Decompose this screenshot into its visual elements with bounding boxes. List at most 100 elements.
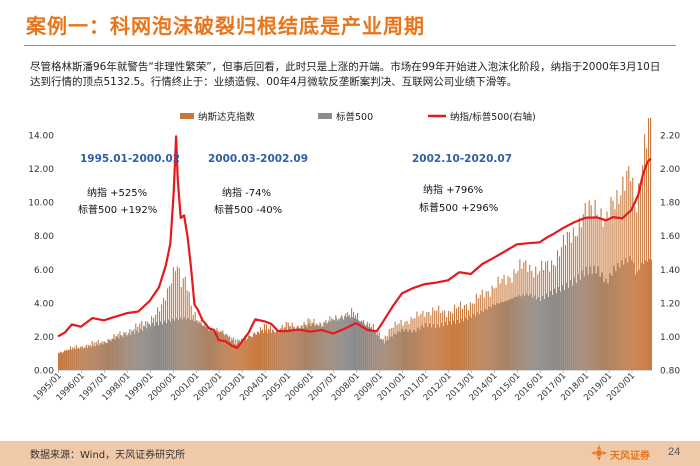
sp500-bar bbox=[534, 295, 536, 370]
sp500-bar bbox=[443, 326, 445, 370]
sp500-bar bbox=[587, 274, 589, 370]
nasdaq-bar bbox=[157, 307, 159, 370]
sp500-bar bbox=[635, 274, 637, 370]
sp500-bar bbox=[373, 331, 375, 370]
nasdaq-bar bbox=[188, 291, 190, 370]
sp500-bar bbox=[365, 324, 367, 370]
nasdaq-bar bbox=[83, 347, 85, 370]
nasdaq-bar bbox=[194, 311, 196, 370]
nasdaq-bar bbox=[339, 318, 341, 370]
page-title: 案例一：科网泡沫破裂归根结底是产业周期 bbox=[26, 14, 425, 38]
sp500-bar bbox=[591, 273, 593, 370]
nasdaq-bar bbox=[337, 320, 339, 370]
nasdaq-bar bbox=[570, 242, 572, 370]
nasdaq-bar bbox=[151, 316, 153, 370]
y-right-tick-label: 2.00 bbox=[660, 165, 680, 175]
sp500-bar bbox=[637, 271, 639, 370]
y-right-tick-label: 1.20 bbox=[660, 299, 680, 309]
nasdaq-bar bbox=[301, 325, 303, 370]
sp500-bar bbox=[585, 266, 587, 370]
sp500-bar bbox=[159, 321, 161, 370]
sp500-bar bbox=[201, 325, 203, 370]
sp500-bar bbox=[195, 320, 197, 370]
y-right-tick-label: 1.80 bbox=[660, 199, 680, 209]
nasdaq-bar bbox=[166, 288, 168, 370]
nasdaq-bar bbox=[531, 270, 533, 370]
sp500-bar bbox=[148, 323, 150, 370]
nasdaq-bar bbox=[202, 325, 204, 370]
nasdaq-bar bbox=[238, 341, 240, 370]
nasdaq-bar bbox=[620, 195, 622, 370]
sp500-bar bbox=[357, 320, 359, 370]
sp500-bar bbox=[565, 282, 567, 370]
nasdaq-bar bbox=[473, 303, 475, 370]
sp500-bar bbox=[304, 324, 306, 370]
nasdaq-bar bbox=[242, 339, 244, 370]
sp500-bar bbox=[601, 272, 603, 370]
sp500-bar bbox=[468, 315, 470, 370]
nasdaq-bar bbox=[111, 338, 113, 370]
sp500-bar bbox=[272, 329, 274, 370]
logo-text: 天风证券 bbox=[610, 451, 650, 462]
nasdaq-bar bbox=[430, 315, 432, 370]
sp500-bar bbox=[516, 296, 518, 370]
nasdaq-bar bbox=[481, 289, 483, 370]
sp500-bar bbox=[296, 326, 298, 370]
nasdaq-bar bbox=[440, 312, 442, 370]
sp500-bar bbox=[579, 279, 581, 370]
nasdaq-bar bbox=[119, 331, 121, 370]
nasdaq-bar bbox=[99, 343, 101, 370]
nasdaq-bar bbox=[236, 344, 238, 370]
sp500-bar bbox=[625, 258, 627, 370]
nasdaq-bar bbox=[343, 319, 345, 370]
legend-swatch bbox=[180, 113, 194, 119]
nasdaq-bar bbox=[345, 313, 347, 370]
sp500-bar bbox=[86, 347, 88, 370]
nasdaq-bar bbox=[143, 325, 145, 370]
nasdaq-bar bbox=[59, 351, 62, 370]
sp500-bar bbox=[189, 320, 191, 370]
nasdaq-bar bbox=[139, 323, 141, 370]
nasdaq-bar bbox=[553, 264, 555, 370]
nasdaq-bar bbox=[279, 328, 281, 370]
nasdaq-bar bbox=[446, 316, 448, 370]
sp500-bar bbox=[571, 285, 573, 370]
sp500-bar bbox=[336, 317, 338, 370]
sp500-bar bbox=[225, 333, 227, 370]
nasdaq-bar bbox=[511, 282, 513, 370]
nasdaq-bar bbox=[117, 333, 119, 370]
sp500-bar bbox=[169, 321, 171, 370]
nasdaq-bar bbox=[87, 344, 89, 370]
nasdaq-bar bbox=[240, 342, 242, 370]
sp500-bar bbox=[330, 322, 332, 370]
nasdaq-bar bbox=[244, 337, 246, 370]
sp500-bar bbox=[619, 267, 621, 370]
y-left-tick-label: 8.00 bbox=[34, 232, 54, 242]
nasdaq-bar bbox=[192, 314, 194, 370]
nasdaq-bar bbox=[133, 329, 135, 370]
nasdaq-bar bbox=[483, 297, 485, 370]
nasdaq-bar bbox=[543, 269, 545, 370]
sp500-bar bbox=[607, 283, 609, 370]
nasdaq-bar bbox=[81, 345, 83, 370]
sp500-bar bbox=[623, 264, 625, 370]
sp500-bar bbox=[241, 338, 243, 370]
nasdaq-bar bbox=[214, 331, 216, 370]
sp500-bar bbox=[88, 346, 90, 370]
nasdaq-bar bbox=[347, 312, 349, 370]
sp500-bar bbox=[209, 328, 211, 370]
sp500-bar bbox=[387, 339, 389, 370]
sp500-bar bbox=[508, 299, 510, 370]
sp500-bar bbox=[393, 333, 395, 370]
sp500-bar bbox=[227, 335, 229, 370]
sp500-bar bbox=[255, 334, 256, 370]
nasdaq-bar bbox=[424, 316, 426, 370]
sp500-bar bbox=[302, 328, 304, 370]
sp500-bar bbox=[496, 303, 498, 370]
sp500-bar bbox=[403, 331, 405, 370]
sp500-bar bbox=[72, 349, 74, 370]
nasdaq-bar bbox=[507, 276, 509, 370]
sp500-bar bbox=[342, 317, 344, 370]
nasdaq-bar bbox=[182, 278, 184, 370]
nasdaq-bar bbox=[487, 291, 489, 370]
